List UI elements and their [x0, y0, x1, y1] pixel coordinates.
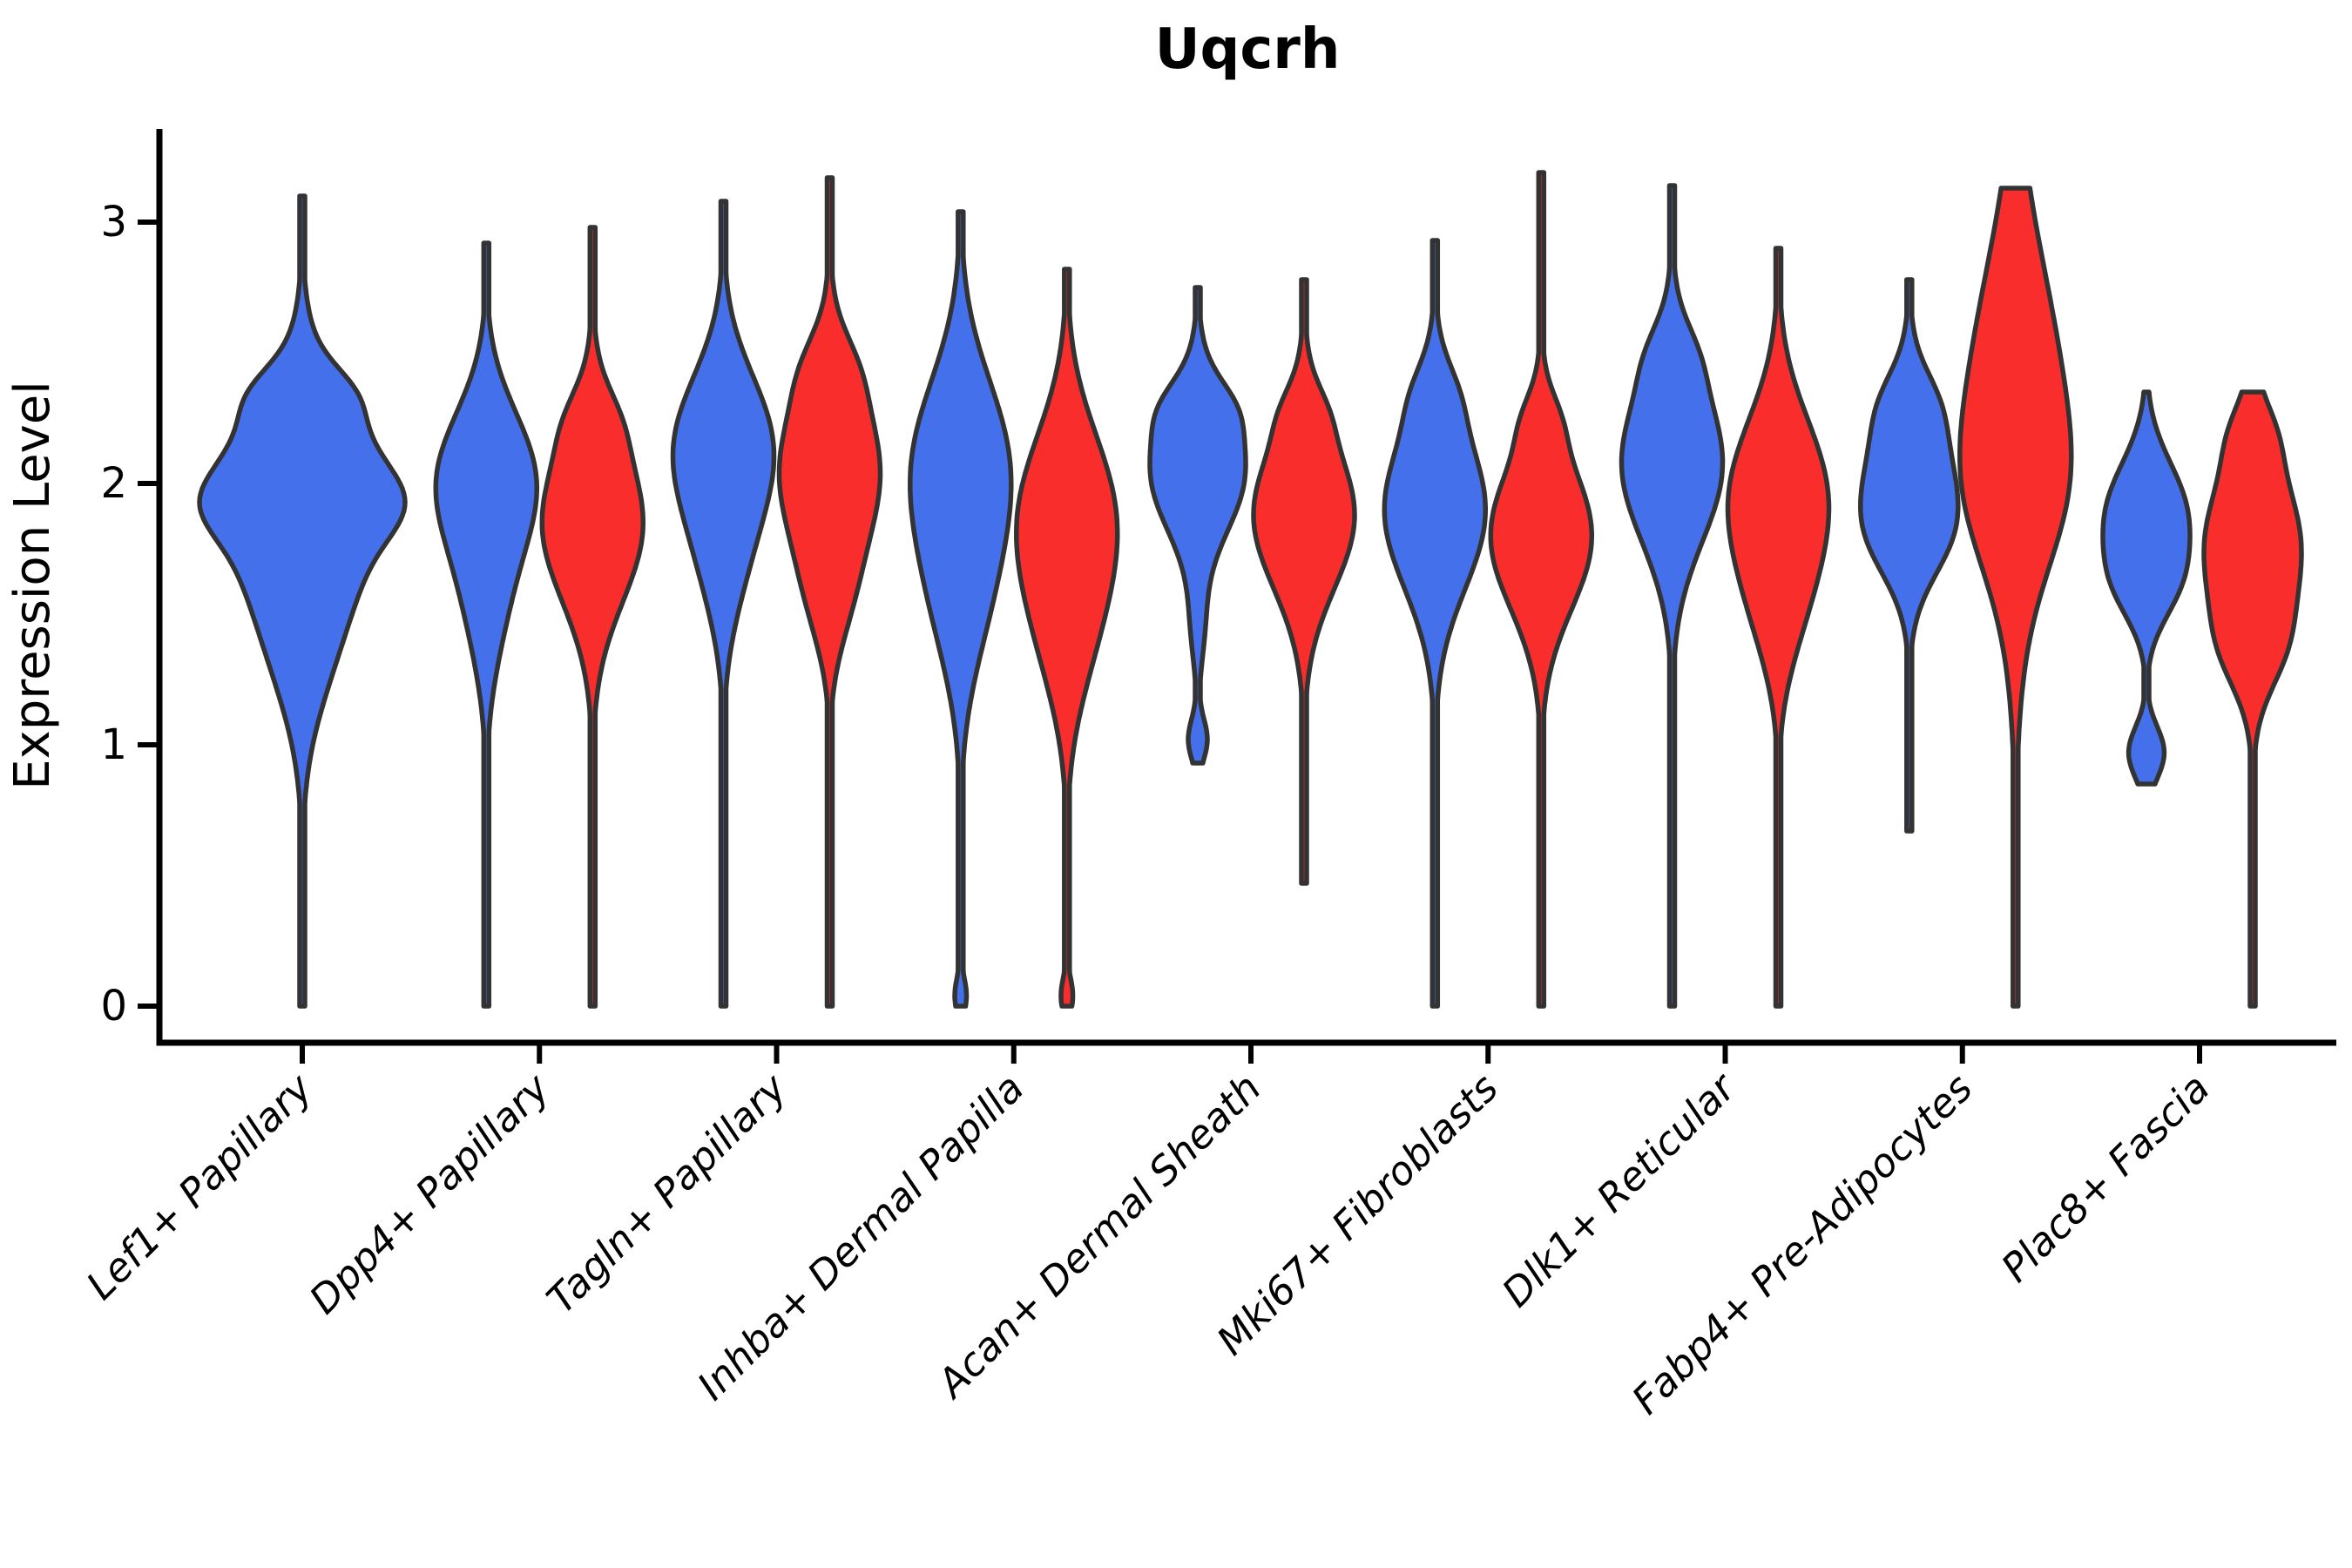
violin-dpp4-papillary-blue	[433, 240, 540, 1009]
violin-tagln-papillary-blue	[670, 199, 777, 1009]
violin-plac8-fascia-red	[2201, 389, 2304, 1009]
violin-fabp4-pre-adipocytes-blue	[1858, 277, 1961, 834]
x-tick-label-1: Dpp4+ Papillary	[301, 1064, 559, 1322]
violin-mki67-fibroblasts-blue	[1382, 238, 1489, 1009]
x-tick-label-0: Lef1+ Papillary	[78, 1064, 322, 1308]
y-tick-label-3: 3	[100, 198, 127, 247]
violin-dpp4-papillary-red	[539, 225, 646, 1009]
plot-title: Uqcrh	[1155, 17, 1341, 82]
violin-inhba-dermal-papilla-red	[1014, 267, 1120, 1009]
violin-acan-dermal-sheath-red	[1251, 277, 1357, 886]
x-tick-label-6: Dlk1+ Reticular	[1493, 1064, 1746, 1316]
violin-lef1-papillary-blue	[197, 193, 408, 1009]
y-tick-label-2: 2	[100, 459, 127, 508]
y-tick-label-1: 1	[100, 720, 127, 769]
x-tick-label-2: Tagln+ Papillary	[537, 1064, 796, 1322]
violin-plac8-fascia-blue	[2100, 389, 2193, 787]
violin-dlk1-reticular-blue	[1619, 183, 1726, 1009]
violins-layer	[197, 170, 2304, 1009]
violin-mki67-fibroblasts-red	[1488, 170, 1595, 1009]
y-tick-label-0: 0	[100, 982, 127, 1031]
axis-spines	[156, 129, 2336, 1046]
x-tick-label-8: Plac8+ Fascia	[1992, 1064, 2219, 1291]
y-axis-label: Expression Level	[4, 381, 61, 790]
violin-fabp4-pre-adipocytes-red	[1957, 186, 2074, 1009]
violin-inhba-dermal-papilla-blue	[908, 209, 1014, 1009]
violin-tagln-papillary-red	[776, 175, 883, 1009]
violin-acan-dermal-sheath-blue	[1147, 285, 1248, 766]
violin-dlk1-reticular-red	[1725, 246, 1832, 1009]
